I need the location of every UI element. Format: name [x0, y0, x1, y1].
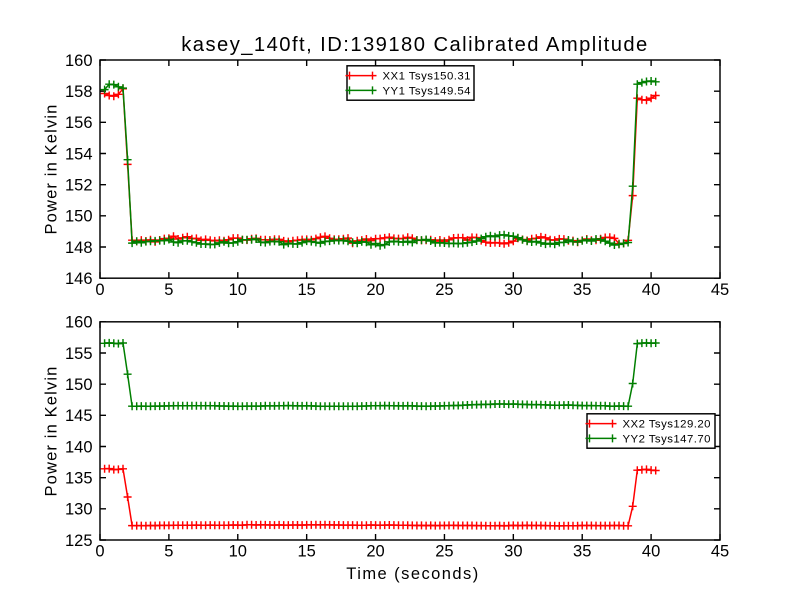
- svg-text:15: 15: [297, 543, 315, 561]
- svg-text:20: 20: [366, 281, 384, 299]
- svg-text:35: 35: [573, 281, 591, 299]
- svg-text:Power in Kelvin: Power in Kelvin: [43, 104, 61, 235]
- svg-text:140: 140: [65, 438, 93, 456]
- svg-text:10: 10: [229, 281, 247, 299]
- svg-text:135: 135: [65, 469, 93, 487]
- svg-text:0: 0: [95, 543, 104, 561]
- svg-text:YY2 Tsys147.70: YY2 Tsys147.70: [623, 433, 711, 445]
- svg-text:25: 25: [435, 281, 453, 299]
- svg-text:5: 5: [164, 281, 173, 299]
- svg-text:160: 160: [65, 52, 93, 70]
- svg-text:40: 40: [642, 543, 660, 561]
- svg-text:155: 155: [65, 345, 93, 363]
- svg-text:156: 156: [65, 114, 93, 132]
- svg-text:Time (seconds): Time (seconds): [346, 565, 479, 583]
- svg-text:30: 30: [504, 543, 522, 561]
- svg-text:15: 15: [297, 281, 315, 299]
- svg-text:152: 152: [65, 176, 93, 194]
- svg-text:45: 45: [711, 543, 729, 561]
- svg-text:154: 154: [65, 145, 93, 163]
- svg-text:YY1 Tsys149.54: YY1 Tsys149.54: [383, 85, 471, 97]
- svg-text:30: 30: [504, 281, 522, 299]
- svg-text:148: 148: [65, 239, 93, 257]
- svg-text:150: 150: [65, 208, 93, 226]
- svg-text:25: 25: [435, 543, 453, 561]
- svg-text:0: 0: [95, 281, 104, 299]
- svg-text:XX2 Tsys129.20: XX2 Tsys129.20: [623, 419, 711, 431]
- svg-text:40: 40: [642, 281, 660, 299]
- svg-text:kasey_140ft, ID:139180 Calibra: kasey_140ft, ID:139180 Calibrated Amplit…: [181, 34, 648, 56]
- svg-text:XX1 Tsys150.31: XX1 Tsys150.31: [383, 71, 471, 83]
- svg-text:10: 10: [229, 543, 247, 561]
- svg-text:20: 20: [366, 543, 384, 561]
- svg-text:45: 45: [711, 281, 729, 299]
- svg-text:150: 150: [65, 376, 93, 394]
- svg-text:145: 145: [65, 407, 93, 425]
- svg-text:Power in Kelvin: Power in Kelvin: [43, 366, 61, 497]
- svg-text:130: 130: [65, 501, 93, 519]
- svg-text:158: 158: [65, 83, 93, 101]
- svg-text:160: 160: [65, 314, 93, 332]
- svg-text:35: 35: [573, 543, 591, 561]
- svg-text:146: 146: [65, 270, 93, 288]
- svg-text:5: 5: [164, 543, 173, 561]
- svg-text:125: 125: [65, 532, 93, 550]
